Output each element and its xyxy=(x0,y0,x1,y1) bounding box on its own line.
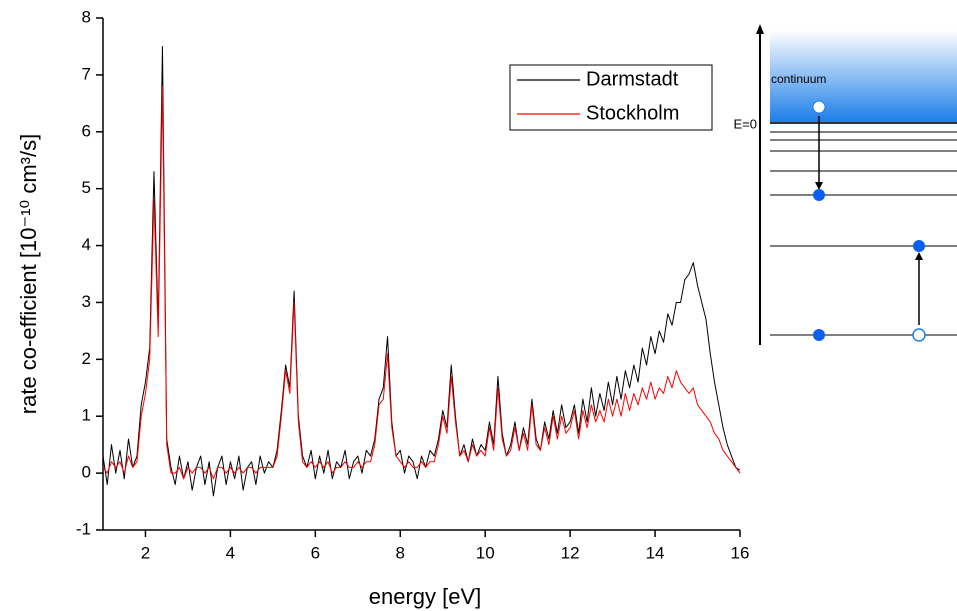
electron-open xyxy=(812,100,826,114)
x-tick-label: 8 xyxy=(396,543,405,562)
y-tick-label: 0 xyxy=(82,463,91,482)
arrow-head xyxy=(915,252,923,260)
series-line xyxy=(102,85,741,480)
energy-levels xyxy=(770,122,957,336)
y-tick-label: -1 xyxy=(76,519,91,538)
arrow-head xyxy=(815,182,823,190)
legend xyxy=(509,64,713,131)
arrow-head xyxy=(756,24,764,34)
y-tick-label: 6 xyxy=(82,121,91,140)
y-tick-label: 2 xyxy=(82,349,91,368)
x-tick-label: 14 xyxy=(646,543,665,562)
y-tick-label: 5 xyxy=(82,178,91,197)
x-axis-label: energy [eV] xyxy=(369,584,482,609)
continuum-band xyxy=(770,30,957,123)
x-tick-label: 16 xyxy=(731,543,750,562)
x-tick-label: 10 xyxy=(476,543,495,562)
electron xyxy=(813,329,825,341)
y-tick-label: 1 xyxy=(82,406,91,425)
y-tick-label: 8 xyxy=(82,7,91,26)
y-tick-label: 4 xyxy=(82,235,91,254)
y-tick-label: 3 xyxy=(82,292,91,311)
zero-energy-label: E=0 xyxy=(734,116,758,131)
x-tick-label: 2 xyxy=(141,543,150,562)
y-tick-label: 7 xyxy=(82,64,91,83)
inset-diagram: continuum E=0 xyxy=(734,24,957,345)
legend-label: Stockholm xyxy=(586,102,679,124)
series-line xyxy=(102,45,741,497)
continuum-label: continuum xyxy=(771,72,826,86)
legend-label: Darmstadt xyxy=(586,68,679,90)
electron-hole xyxy=(912,328,926,342)
x-tick-label: 6 xyxy=(311,543,320,562)
y-axis-label: rate co-efficient [10⁻¹⁰ cm³/s] xyxy=(16,134,41,414)
electron xyxy=(913,240,925,252)
electron xyxy=(813,189,825,201)
x-tick-label: 12 xyxy=(561,543,580,562)
x-tick-label: 4 xyxy=(226,543,235,562)
